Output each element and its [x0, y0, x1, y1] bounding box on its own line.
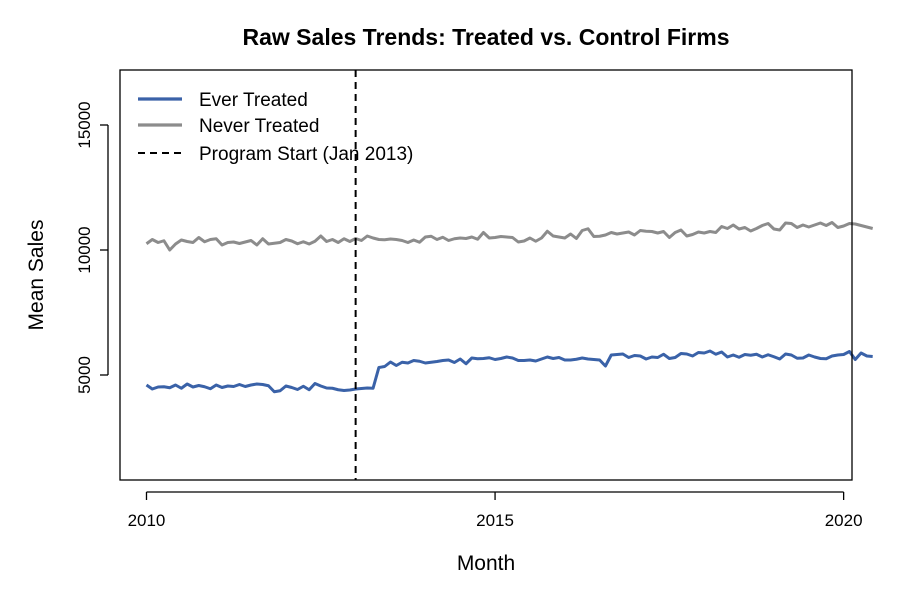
y-tick-label-5000: 5000: [75, 356, 94, 394]
y-tick-label-15000: 15000: [75, 101, 94, 148]
series-layer: [145, 221, 874, 394]
legend-label-never-treated: Never Treated: [199, 116, 319, 137]
x-tick-label-2010: 2010: [128, 511, 166, 530]
series-line-never-treated: [145, 221, 874, 252]
legend-label-program-start: Program Start (Jan 2013): [199, 144, 413, 165]
x-axis-label: Month: [457, 552, 515, 575]
y-tick-label-10000: 10000: [75, 226, 94, 273]
y-axis: 5000 10000 15000: [75, 101, 109, 394]
x-tick-label-2015: 2015: [476, 511, 514, 530]
x-axis: 2010 2015 2020: [128, 491, 863, 530]
chart-title: Raw Sales Trends: Treated vs. Control Fi…: [243, 24, 730, 50]
plot-frame: [119, 69, 853, 481]
x-tick-label-2020: 2020: [825, 511, 863, 530]
series-line-ever-treated: [145, 349, 873, 394]
legend-label-ever-treated: Ever Treated: [199, 90, 308, 111]
y-axis-label: Mean Sales: [25, 220, 48, 331]
legend: Ever Treated Never Treated Program Start…: [138, 90, 413, 165]
